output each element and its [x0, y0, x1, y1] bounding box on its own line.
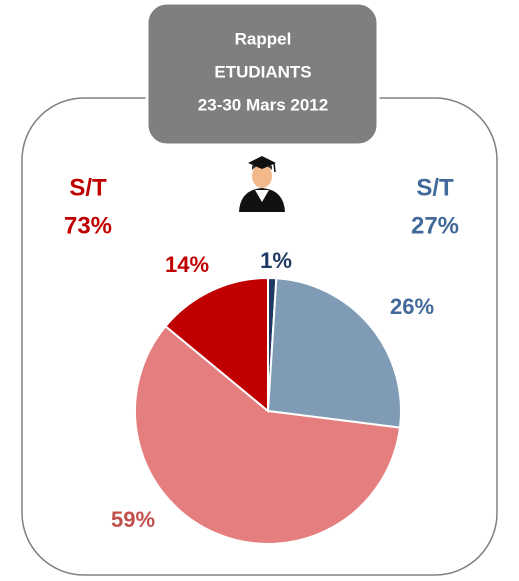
header-box: [145, 1, 380, 147]
title-line: ETUDIANTS: [214, 62, 311, 81]
data-label: 59%: [111, 507, 155, 532]
pie-slice: [134, 324, 402, 545]
data-label: 26%: [390, 294, 434, 319]
pie-slice: [266, 277, 402, 429]
title-line: Rappel: [235, 29, 292, 48]
data-label: 1%: [260, 248, 292, 273]
graduate-icon: [239, 156, 285, 212]
pie-slice: [164, 276, 269, 414]
annotation: 27%: [411, 212, 459, 239]
annotation: 73%: [64, 212, 112, 239]
title-line: 23-30 Mars 2012: [198, 95, 328, 114]
annotation: S/T: [69, 174, 107, 201]
data-label: 14%: [165, 252, 209, 277]
annotation: S/T: [416, 174, 454, 201]
